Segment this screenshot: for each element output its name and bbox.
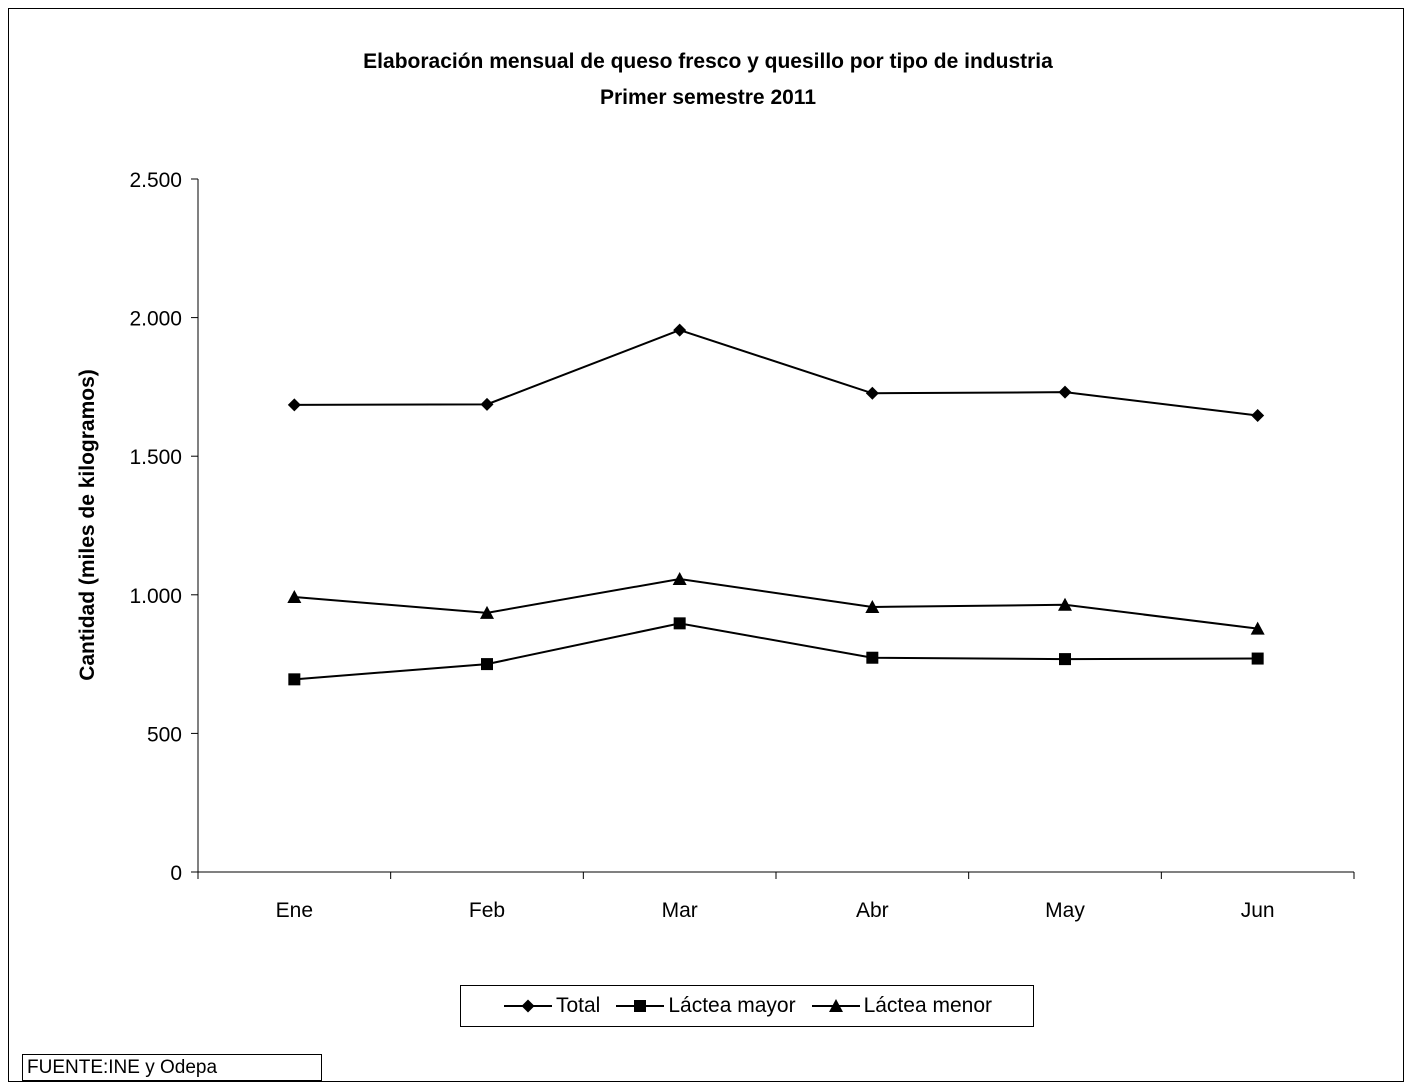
data-point-diamond — [287, 398, 301, 412]
data-point-diamond — [480, 397, 494, 411]
legend-label: Láctea mayor — [668, 994, 796, 1017]
data-point-diamond — [673, 323, 687, 337]
data-point-triangle — [1250, 621, 1265, 635]
y-tick-label: 1.000 — [129, 585, 182, 608]
chart-area — [8, 8, 1404, 1082]
legend-label: Láctea menor — [863, 994, 992, 1017]
chart-title: Elaboración mensual de queso fresco y qu… — [363, 50, 1053, 73]
data-point-triangle — [1058, 597, 1072, 611]
legend-marker — [521, 999, 535, 1013]
y-tick-label: 0 — [170, 862, 182, 885]
legend-marker — [634, 1000, 647, 1012]
y-tick-label: 500 — [147, 723, 182, 746]
data-point-square — [1059, 653, 1071, 666]
y-tick-label: 2.000 — [129, 308, 182, 331]
data-point-square — [673, 617, 686, 630]
y-tick-label: 2.500 — [129, 169, 182, 192]
data-point-square — [288, 673, 301, 686]
series-line-3 — [294, 577, 1258, 630]
legend-item: Total — [502, 994, 600, 1018]
data-point-square — [481, 658, 493, 671]
series-line-1 — [294, 329, 1258, 417]
data-point-diamond — [1251, 408, 1265, 422]
data-point-square — [866, 651, 879, 664]
x-tick-label: Mar — [662, 899, 698, 922]
x-tick-label: May — [1045, 899, 1085, 922]
data-point-triangle — [287, 590, 302, 604]
legend-item: Láctea menor — [810, 994, 992, 1018]
data-point-diamond — [1058, 385, 1072, 399]
data-point-triangle — [480, 605, 494, 619]
legend: Total Láctea mayor Láctea menor — [460, 985, 1034, 1027]
data-point-square — [1251, 652, 1264, 665]
legend-item: Láctea mayor — [614, 994, 796, 1018]
x-tick-label: Ene — [276, 899, 313, 922]
data-point-diamond — [865, 386, 879, 400]
y-tick-label: 1.500 — [129, 446, 182, 469]
data-point-triangle — [672, 571, 687, 585]
chart-subtitle: Primer semestre 2011 — [600, 86, 816, 109]
x-tick-label: Abr — [856, 899, 889, 922]
legend-swatch-triangle — [811, 999, 860, 1012]
legend-label: Total — [555, 994, 601, 1017]
legend-swatch-square — [616, 1000, 665, 1012]
legend-swatch-diamond — [503, 999, 552, 1013]
legend-marker — [828, 999, 843, 1012]
x-tick-label: Feb — [469, 899, 505, 922]
x-tick-label: Jun — [1241, 899, 1275, 922]
series-line-2 — [294, 622, 1258, 681]
source-note: FUENTE:INE y Odepa — [22, 1054, 322, 1081]
data-point-triangle — [865, 599, 880, 613]
